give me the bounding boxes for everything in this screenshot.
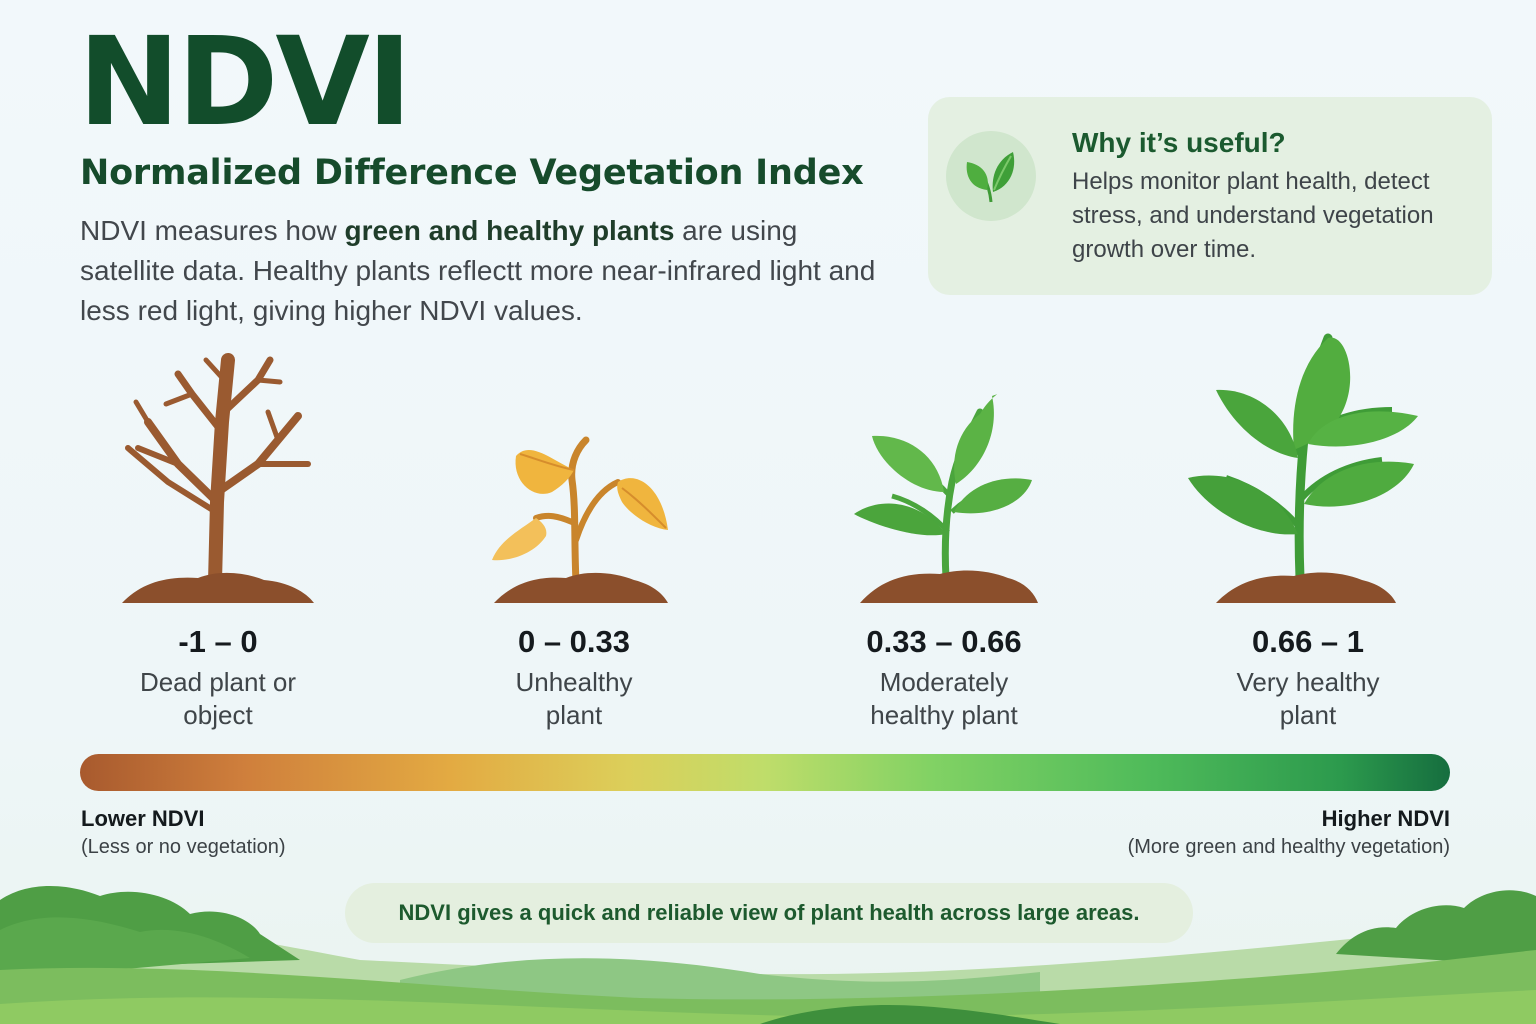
stage-2-range: 0 – 0.33 bbox=[517, 624, 631, 659]
green-sprout-icon bbox=[854, 394, 1038, 603]
scale-low-note: (Less or no vegetation) bbox=[81, 836, 286, 858]
stage-1-label: Dead plant or object bbox=[139, 667, 297, 730]
stage-3-range: 0.33 – 0.66 bbox=[866, 624, 1022, 659]
page-title: NDVI bbox=[78, 11, 412, 153]
description-text-before: NDVI measures how bbox=[80, 215, 345, 246]
footer-note: NDVI gives a quick and reliable view of … bbox=[345, 883, 1193, 943]
stage-4-label: Very healthy plant bbox=[1236, 667, 1380, 730]
stage-1-range: -1 – 0 bbox=[178, 624, 258, 659]
bare-tree-icon bbox=[122, 353, 314, 603]
wilted-sprout-icon bbox=[492, 436, 668, 603]
healthy-plant-icon bbox=[1188, 333, 1418, 603]
scale-low-label: Lower NDVI bbox=[81, 806, 205, 831]
ndvi-gradient-scale bbox=[80, 754, 1450, 791]
info-card-title: Why it’s useful? bbox=[1072, 127, 1286, 158]
info-card-text: Helps monitor plant health, detect stres… bbox=[1072, 168, 1434, 263]
description: NDVI measures how green and healthy plan… bbox=[80, 211, 880, 331]
why-useful-card: Why it’s useful? Helps monitor plant hea… bbox=[928, 97, 1492, 295]
stage-4-range: 0.66 – 1 bbox=[1251, 624, 1365, 659]
scale-high-label: Higher NDVI bbox=[1321, 806, 1450, 831]
description-text-after: are using satellite data. Healthy plants… bbox=[80, 215, 876, 326]
page-subtitle: Normalized Difference Vegetation Index bbox=[80, 153, 864, 193]
stage-2-label: Unhealthy plant bbox=[515, 667, 633, 730]
description-highlight: green and healthy plants bbox=[344, 215, 675, 246]
leaf-icon bbox=[946, 131, 1036, 221]
landscape-background bbox=[0, 886, 1536, 1024]
scale-high-note: (More green and healthy vegetation) bbox=[1127, 836, 1450, 858]
stage-3-label: Moderately healthy plant bbox=[870, 667, 1018, 730]
